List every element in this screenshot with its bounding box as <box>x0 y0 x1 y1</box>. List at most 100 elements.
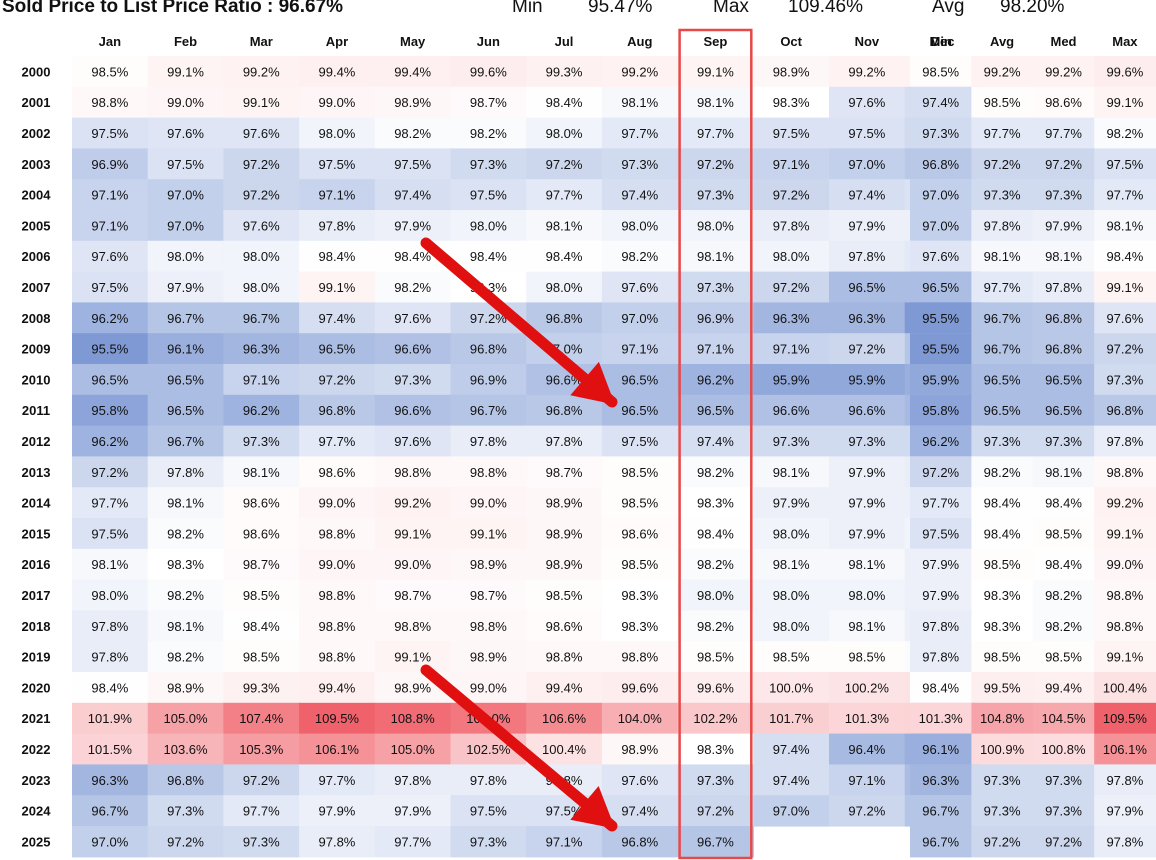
heatmap-cell <box>526 518 603 550</box>
stat-value: 95.9% <box>922 372 959 387</box>
cell-value: 97.1% <box>848 773 885 788</box>
cell-value: 99.0% <box>470 496 507 511</box>
stat-cell <box>1094 579 1156 611</box>
cell-value: 97.8% <box>773 218 810 233</box>
heatmap-cell <box>223 302 300 334</box>
stat-cell <box>971 364 1034 396</box>
cell-value: 97.3% <box>697 773 734 788</box>
heatmap-cell <box>147 672 224 704</box>
cell-value: 96.5% <box>319 342 356 357</box>
cell-value: 98.8% <box>319 526 356 541</box>
year-label: 2001 <box>22 95 51 110</box>
year-label: 2024 <box>22 804 52 819</box>
heatmap-cell <box>450 487 527 519</box>
stat-value: 97.9% <box>922 557 959 572</box>
stat-cell <box>1032 518 1095 550</box>
cell-value: 97.8% <box>470 434 507 449</box>
cell-value: 97.5% <box>91 126 128 141</box>
stat-value: 95.5% <box>922 342 959 357</box>
cell-value: 97.2% <box>773 188 810 203</box>
cell-value: 97.7% <box>319 434 356 449</box>
cell-value: 104.0% <box>618 711 663 726</box>
stat-value: 98.4% <box>1106 249 1143 264</box>
cell-value: 96.2% <box>91 434 128 449</box>
heatmap-cell <box>677 764 754 796</box>
cell-value: 97.3% <box>773 434 810 449</box>
stat-cell <box>971 795 1034 827</box>
stat-value: 96.2% <box>922 434 959 449</box>
cell-value: 98.9% <box>546 496 583 511</box>
cell-value: 98.1% <box>167 496 204 511</box>
heatmap-cell <box>526 394 603 427</box>
cell-value: 97.0% <box>848 157 885 172</box>
heatmap-cell <box>299 333 376 365</box>
stat-cell <box>1032 148 1095 180</box>
stat-value: 99.6% <box>1106 64 1143 79</box>
stat-value: 99.1% <box>1106 650 1143 665</box>
stat-value: 98.1% <box>1106 218 1143 233</box>
heatmap-cell <box>753 456 830 488</box>
heatmap-cell <box>299 518 376 550</box>
heatmap-cell <box>829 548 906 581</box>
heatmap-cell <box>677 394 754 427</box>
stat-cell <box>910 579 972 611</box>
month-header-jul: Jul <box>555 34 574 49</box>
cell-value: 97.6% <box>621 773 658 788</box>
heatmap-cell <box>526 210 603 242</box>
cell-value: 96.6% <box>394 342 431 357</box>
heatmap-cell <box>601 518 679 550</box>
heatmap-cell <box>223 394 300 427</box>
heatmap-cell <box>677 148 754 180</box>
cell-value: 97.2% <box>697 157 734 172</box>
heatmap-cell <box>829 702 906 735</box>
cell-value: 97.0% <box>167 218 204 233</box>
stat-value: 97.9% <box>922 588 959 603</box>
cell-value: 106.1% <box>315 742 360 757</box>
heatmap-cell <box>450 86 527 119</box>
cell-value: 98.9% <box>394 680 431 695</box>
heatmap-cell <box>374 117 452 149</box>
cell-value: 98.0% <box>848 588 885 603</box>
heatmap-cell <box>753 641 830 673</box>
heatmap-cell <box>450 548 527 581</box>
cell-value: 97.5% <box>394 157 431 172</box>
heatmap-cell <box>72 518 149 550</box>
cell-value: 97.1% <box>546 834 583 849</box>
cell-value: 97.6% <box>243 218 280 233</box>
heatmap-cell <box>526 56 603 88</box>
cell-value: 97.7% <box>697 126 734 141</box>
cell-value: 96.2% <box>697 372 734 387</box>
cell-value: 98.3% <box>621 619 658 634</box>
stat-cell <box>910 394 972 427</box>
stat-value: 97.0% <box>922 218 959 233</box>
stat-value: 98.3% <box>984 619 1021 634</box>
cell-value: 98.6% <box>546 619 583 634</box>
heatmap-cell <box>753 271 830 303</box>
heatmap-cell <box>753 394 830 427</box>
cell-value: 97.2% <box>243 773 280 788</box>
heatmap-cell <box>374 86 452 119</box>
stat-cell <box>971 86 1034 119</box>
cell-value: 98.0% <box>773 249 810 264</box>
heatmap-cell <box>450 795 527 827</box>
heatmap-cell <box>374 394 452 427</box>
heatmap-cell <box>829 579 906 611</box>
year-label: 2022 <box>22 742 51 757</box>
stat-header-min: Min <box>930 34 952 49</box>
cell-value: 97.5% <box>470 188 507 203</box>
heatmap-cell <box>601 548 679 581</box>
heatmap-cell <box>601 456 679 488</box>
stat-value: 95.5% <box>922 311 959 326</box>
cell-value: 99.0% <box>394 557 431 572</box>
cell-value: 98.1% <box>848 619 885 634</box>
heatmap-cell <box>450 610 527 642</box>
heatmap-cell <box>147 764 224 796</box>
cell-value: 97.5% <box>848 126 885 141</box>
cell-value: 99.1% <box>167 64 204 79</box>
cell-value: 97.0% <box>621 311 658 326</box>
heatmap-cell <box>223 117 300 149</box>
stat-cell <box>971 702 1034 735</box>
stat-cell <box>1032 240 1095 273</box>
stat-cell <box>1032 86 1095 119</box>
cell-value: 100.4% <box>542 742 587 757</box>
